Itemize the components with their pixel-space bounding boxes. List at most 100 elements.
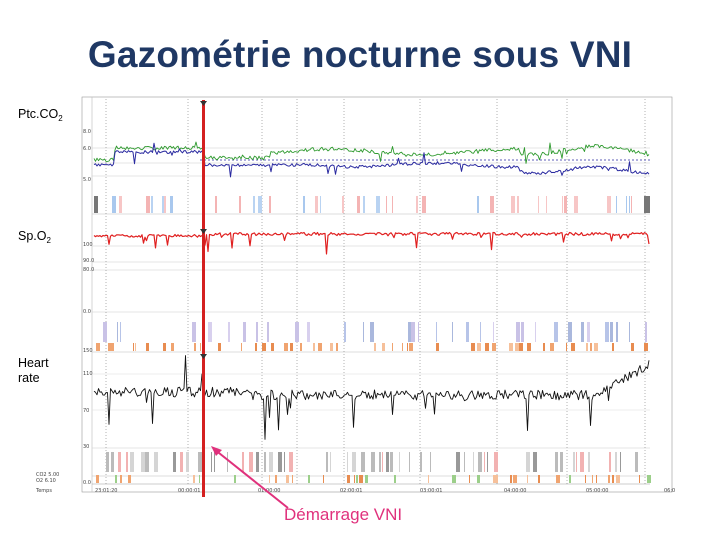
- event-mark: [490, 196, 494, 213]
- event-mark: [145, 452, 149, 472]
- event-mark: [573, 452, 575, 472]
- event-mark: [422, 196, 424, 213]
- traces: [93, 141, 650, 440]
- event-mark: [574, 196, 578, 213]
- event-mark: [256, 322, 258, 342]
- event-mark: [173, 452, 176, 472]
- event-mark: [307, 322, 310, 342]
- event-mark: [402, 343, 403, 351]
- event-mark: [580, 452, 584, 472]
- event-mark: [411, 322, 415, 342]
- chart-frame: [81, 96, 673, 493]
- event-mark: [199, 475, 200, 483]
- event-mark: [295, 322, 299, 342]
- event-mark: [473, 452, 474, 472]
- event-mark: [275, 475, 277, 483]
- vni-start-annotation: Démarrage VNI: [284, 505, 403, 524]
- event-mark: [616, 196, 617, 213]
- event-mark: [608, 475, 610, 483]
- event-mark: [477, 343, 481, 351]
- event-mark: [289, 452, 293, 472]
- event-mark: [409, 343, 413, 351]
- x-tick-label: 05:00:00: [586, 488, 608, 494]
- y-tick-label: 100: [83, 242, 93, 248]
- event-mark: [94, 196, 98, 213]
- event-mark: [374, 343, 376, 351]
- y-tick-label: 110: [83, 371, 93, 377]
- event-mark: [363, 322, 364, 342]
- y-tick-label: 90.0: [83, 258, 94, 264]
- event-mark: [590, 343, 592, 351]
- vni-start-marker: [200, 100, 207, 497]
- event-mark: [255, 343, 257, 351]
- event-mark: [170, 196, 173, 213]
- event-mark: [313, 343, 315, 351]
- event-mark: [135, 343, 136, 351]
- event-mark: [409, 452, 410, 472]
- marker-arrowhead: [200, 354, 207, 359]
- event-mark: [151, 196, 153, 213]
- event-mark: [162, 196, 164, 213]
- event-mark: [418, 322, 419, 342]
- x-tick-label: 02:00:01: [340, 488, 362, 494]
- event-mark: [647, 475, 651, 483]
- event-mark: [361, 452, 365, 472]
- event-mark: [386, 196, 387, 213]
- event-mark: [564, 196, 567, 213]
- event-mark: [267, 322, 269, 342]
- event-mark: [371, 452, 375, 472]
- event-mark: [464, 452, 465, 472]
- event-mark: [111, 452, 114, 472]
- event-mark: [487, 452, 488, 472]
- event-mark: [629, 322, 630, 342]
- event-mark: [126, 452, 128, 472]
- event-mark: [300, 343, 302, 351]
- event-mark: [554, 322, 558, 342]
- event-mark: [511, 196, 515, 213]
- event-mark: [392, 343, 393, 351]
- event-mark: [264, 452, 266, 472]
- event-mark: [607, 196, 611, 213]
- event-mark: [103, 322, 107, 342]
- x-tick-label: 03:00:01: [420, 488, 442, 494]
- event-mark: [480, 322, 481, 342]
- heart-rate-label: Heart rate: [18, 356, 49, 385]
- event-mark: [208, 322, 212, 342]
- event-mark: [556, 475, 560, 483]
- y-tick-label: 8.0: [83, 129, 91, 135]
- event-mark: [269, 196, 271, 213]
- event-mark: [262, 343, 266, 351]
- event-mark: [407, 343, 408, 351]
- event-mark: [154, 452, 158, 472]
- event-mark: [538, 196, 539, 213]
- marker-arrowhead: [200, 229, 207, 234]
- marker-arrowhead: [200, 101, 207, 106]
- event-mark: [493, 322, 494, 342]
- event-mark: [323, 475, 324, 483]
- event-mark: [192, 322, 196, 342]
- event-mark: [566, 343, 567, 351]
- event-mark: [576, 452, 577, 472]
- event-mark: [469, 475, 470, 483]
- event-mark: [408, 322, 411, 342]
- event-mark: [635, 452, 638, 472]
- event-mark: [629, 196, 630, 213]
- event-mark: [509, 343, 513, 351]
- event-mark: [519, 343, 523, 351]
- event-mark: [200, 343, 201, 351]
- event-mark: [120, 322, 121, 342]
- event-mark: [271, 343, 274, 351]
- event-mark: [253, 196, 255, 213]
- y-tick-label: 0.0: [83, 480, 91, 486]
- event-mark: [586, 343, 588, 351]
- event-mark: [543, 343, 545, 351]
- event-mark: [286, 475, 289, 483]
- event-mark: [569, 475, 571, 483]
- y-tick-label: 150: [83, 348, 93, 354]
- x-tick-label: 23:01:20: [95, 488, 117, 494]
- event-mark: [326, 452, 328, 472]
- event-mark: [198, 452, 202, 472]
- event-mark: [571, 343, 575, 351]
- event-mark: [560, 452, 563, 472]
- event-mark: [550, 343, 554, 351]
